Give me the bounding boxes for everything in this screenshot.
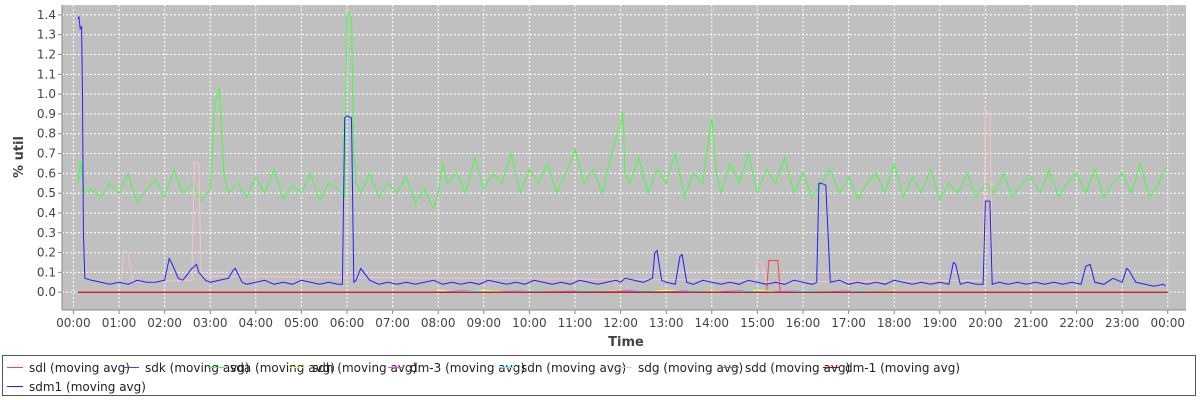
x-tick-label: 23:00: [1105, 316, 1140, 330]
y-tick-label: 0.9: [37, 107, 56, 121]
series-line-sda: [77, 12, 1166, 211]
legend-swatch: [616, 367, 632, 368]
x-tick-label: 22:00: [1059, 316, 1094, 330]
x-axis: 00:00 01:00 02:00 03:00 04:00 05:00 06:00 07:00…: [56, 309, 1186, 330]
legend-swatch: [388, 367, 404, 368]
y-tick-label: 1.1: [37, 67, 56, 81]
x-tick-label: 00:00: [1150, 316, 1185, 330]
x-tick-label: 07:00: [375, 316, 410, 330]
legend-label: dm-3 (moving avg): [410, 361, 526, 375]
legend-item: dm-1 (moving avg): [823, 361, 960, 375]
legend-swatch: [7, 386, 23, 387]
legend-item: sdd (moving avg): [723, 361, 850, 375]
legend: sdl (moving avg) sdk (moving avg) sda (mov…: [2, 355, 1196, 396]
y-axis: 0.0 0.1 0.2 0.3 0.4 0.5 0.6 0.7 0.8 0.9 1.0 1.1 1.2 1…: [37, 5, 63, 310]
y-tick-label: 0.0: [37, 285, 56, 299]
legend-item: sda (moving avg): [208, 361, 335, 375]
x-axis-title: Time: [608, 335, 644, 350]
legend-swatch: [208, 367, 224, 368]
legend-label: sdl (moving avg): [29, 361, 130, 375]
x-tick-label: 11:00: [558, 316, 593, 330]
series-line-sdg: [120, 108, 993, 283]
legend-swatch: [290, 367, 306, 368]
legend-swatch: [723, 367, 739, 368]
chart: 0.0 0.1 0.2 0.3 0.4 0.5 0.6 0.7 0.8 0.9 1.0 1.1 1.2 1…: [12, 5, 1186, 350]
series-line-sdm1: [77, 15, 1166, 287]
y-axis-title: % util: [12, 136, 27, 178]
legend-swatch: [7, 367, 23, 368]
legend-swatch: [499, 367, 515, 368]
legend-label: sdh (moving avg): [312, 361, 418, 375]
x-tick-label: 13:00: [649, 316, 684, 330]
y-tick-label: 1.3: [37, 28, 56, 42]
x-tick-label: 19:00: [922, 316, 957, 330]
x-tick-label: 18:00: [877, 316, 912, 330]
legend-swatch: [123, 367, 139, 368]
y-tick-label: 1.0: [37, 87, 56, 101]
y-tick-label: 0.7: [37, 147, 56, 161]
x-tick-label: 17:00: [831, 316, 866, 330]
x-tick-label: 04:00: [238, 316, 273, 330]
y-tick-label: 0.5: [37, 186, 56, 200]
legend-label: sdm1 (moving avg): [29, 380, 146, 394]
y-tick-label: 0.2: [37, 246, 56, 260]
y-tick-label: 0.4: [37, 206, 56, 220]
x-tick-label: 02:00: [147, 316, 182, 330]
legend-item: sdk (moving avg): [123, 361, 250, 375]
x-tick-label: 14:00: [694, 316, 729, 330]
legend-item: dm-3 (moving avg): [388, 361, 525, 375]
legend-label: sda (moving avg): [230, 361, 335, 375]
legend-item: sdg (moving avg): [616, 361, 743, 375]
x-tick-label: 05:00: [284, 316, 319, 330]
x-tick-label: 16:00: [786, 316, 821, 330]
x-tick-label: 08:00: [421, 316, 456, 330]
legend-label: sdg (moving avg): [638, 361, 744, 375]
y-tick-label: 1.4: [37, 8, 56, 22]
x-tick-label: 15:00: [740, 316, 775, 330]
series-group: [77, 12, 1168, 293]
x-tick-label: 12:00: [603, 316, 638, 330]
legend-item: sdm1 (moving avg): [7, 380, 146, 394]
x-tick-label: 01:00: [102, 316, 137, 330]
x-tick-label: 20:00: [968, 316, 1003, 330]
x-tick-label: 00:00: [56, 316, 91, 330]
legend-item: sdn (moving avg): [499, 361, 626, 375]
legend-swatch: [823, 367, 839, 368]
x-tick-label: 09:00: [466, 316, 501, 330]
y-tick-label: 1.2: [37, 48, 56, 62]
y-tick-label: 0.8: [37, 127, 56, 141]
y-tick-label: 0.6: [37, 166, 56, 180]
y-tick-label: 0.1: [37, 265, 56, 279]
x-tick-label: 06:00: [330, 316, 365, 330]
legend-label: sdn (moving avg): [521, 361, 627, 375]
legend-label: dm-1 (moving avg): [845, 361, 961, 375]
plot-background: [62, 5, 1186, 310]
legend-label: sdk (moving avg): [145, 361, 250, 375]
y-tick-label: 0.3: [37, 226, 56, 240]
x-tick-label: 03:00: [193, 316, 228, 330]
x-tick-label: 10:00: [512, 316, 547, 330]
legend-label: sdd (moving avg): [745, 361, 851, 375]
x-tick-label: 21:00: [1014, 316, 1049, 330]
legend-item: sdl (moving avg): [7, 361, 130, 375]
legend-item: sdh (moving avg): [290, 361, 417, 375]
